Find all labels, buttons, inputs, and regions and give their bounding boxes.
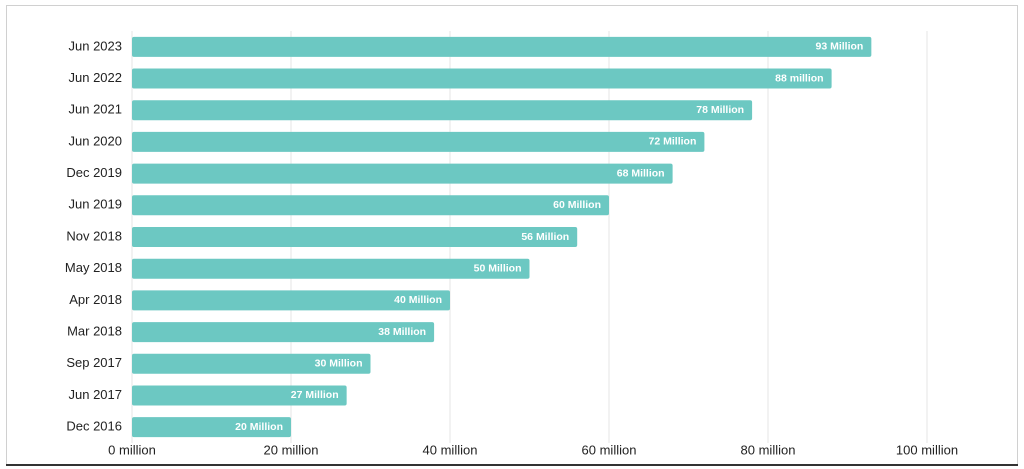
value-label: 93 Million xyxy=(816,41,864,53)
x-tick-label: 100 million xyxy=(896,442,958,457)
bar xyxy=(132,290,450,311)
y-tick-label: Jun 2023 xyxy=(69,38,123,53)
y-tick-label: Dec 2016 xyxy=(66,419,122,434)
y-tick-label: Dec 2019 xyxy=(66,165,122,180)
y-tick-label: Jun 2019 xyxy=(69,197,123,212)
value-label: 50 Million xyxy=(474,262,522,274)
y-tick-label: Jun 2020 xyxy=(69,133,123,148)
value-label: 88 million xyxy=(775,72,823,84)
x-tick-label: 0 million xyxy=(108,442,156,457)
value-label: 56 Million xyxy=(521,231,569,243)
bar xyxy=(132,131,705,152)
value-label: 30 Million xyxy=(315,358,363,370)
value-label: 68 Million xyxy=(617,167,665,179)
value-label: 38 Million xyxy=(378,326,426,338)
bar xyxy=(132,258,530,279)
bar xyxy=(132,322,435,343)
value-label: 60 Million xyxy=(553,199,601,211)
y-tick-label: Sep 2017 xyxy=(66,355,122,370)
value-label: 78 Million xyxy=(696,104,744,116)
value-label: 72 Million xyxy=(649,136,697,148)
x-tick-label: 60 million xyxy=(582,442,637,457)
y-tick-label: Mar 2018 xyxy=(67,324,122,339)
bar xyxy=(132,68,832,89)
x-tick-label: 80 million xyxy=(741,442,796,457)
y-tick-label: Apr 2018 xyxy=(69,292,122,307)
bar xyxy=(132,417,291,438)
bar xyxy=(132,353,371,374)
bar xyxy=(132,163,673,184)
bar xyxy=(132,36,872,57)
x-tick-label: 20 million xyxy=(264,442,319,457)
y-tick-label: Nov 2018 xyxy=(66,228,122,243)
y-tick-label: Jun 2022 xyxy=(69,70,123,85)
value-label: 40 Million xyxy=(394,294,442,306)
y-tick-label: May 2018 xyxy=(65,260,122,275)
y-tick-label: Jun 2021 xyxy=(69,102,123,117)
value-label: 27 Million xyxy=(291,389,339,401)
value-label: 20 Million xyxy=(235,421,283,433)
y-tick-label: Jun 2017 xyxy=(69,387,123,402)
bar xyxy=(132,227,578,247)
bar xyxy=(132,100,753,121)
bar xyxy=(132,195,609,216)
bar xyxy=(132,385,347,406)
x-tick-label: 40 million xyxy=(423,442,478,457)
